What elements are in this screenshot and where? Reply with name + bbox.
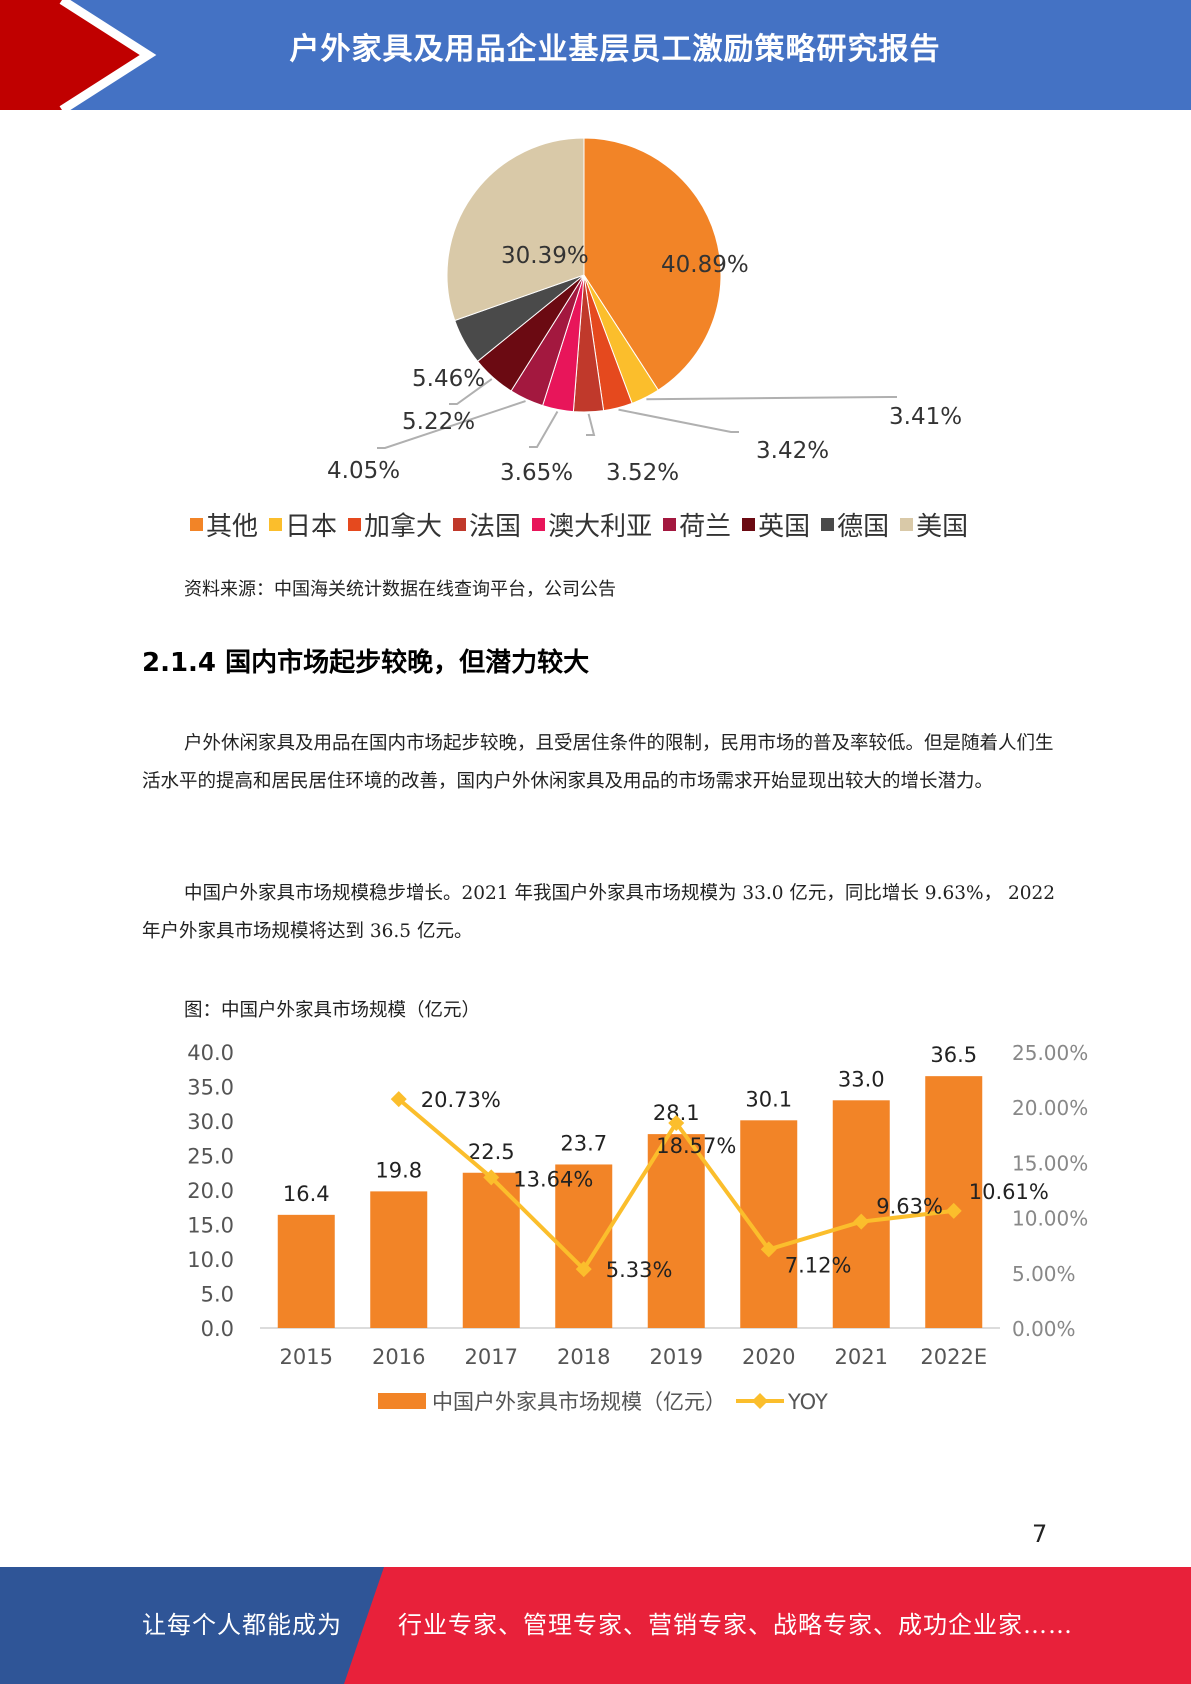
pie-legend: 其他 日本 加拿大 法国 澳大利亚 荷兰 英国 德国 美国: [190, 506, 1090, 542]
yoy-point-marker: [853, 1213, 870, 1230]
legend-item-japan: 日本: [269, 506, 337, 543]
yoy-data-label: 7.12%: [785, 1253, 852, 1277]
x-axis-tick-label: 2017: [465, 1345, 518, 1369]
yoy-data-label: 13.64%: [513, 1167, 593, 1191]
x-axis-tick-label: 2020: [742, 1345, 795, 1369]
y2-axis-tick-label: 10.00%: [1012, 1207, 1088, 1231]
legend-item-australia: 澳大利亚: [532, 506, 652, 543]
y-axis-tick-label: 0.0: [201, 1317, 234, 1341]
paragraph-2: 中国户外家具市场规模稳步增长。2021 年我国户外家具市场规模为 33.0 亿元…: [142, 883, 1056, 942]
pie-leader-line-3: [586, 413, 596, 436]
legend-item-uk: 英国: [742, 506, 810, 543]
x-axis-tick-label: 2018: [557, 1345, 610, 1369]
x-axis-tick-label: 2022E: [920, 1345, 987, 1369]
figure-caption: 图：中国户外家具市场规模（亿元）: [184, 1000, 481, 1021]
yoy-data-label: 20.73%: [421, 1088, 501, 1112]
x-axis-tick-label: 2016: [372, 1345, 425, 1369]
pie-slice-8: [446, 137, 585, 322]
bar-data-label: 23.7: [560, 1131, 607, 1155]
y2-axis-tick-label: 5.00%: [1012, 1262, 1076, 1286]
x-axis-tick-label: 2019: [650, 1345, 703, 1369]
footer-slogan-left: 让每个人都能成为: [142, 1611, 342, 1639]
bar-data-label: 22.5: [468, 1140, 515, 1164]
pie-label-usa: 30.39%: [501, 243, 589, 269]
footer-background: [0, 1567, 1191, 1684]
yoy-data-label: 5.33%: [606, 1258, 673, 1282]
market-size-bar: [370, 1191, 428, 1328]
y-axis-tick-label: 25.0: [187, 1145, 234, 1169]
legend-item-france: 法国: [453, 506, 521, 543]
yoy-point-marker: [945, 1202, 962, 1219]
y-axis-tick-label: 40.0: [187, 1041, 234, 1065]
pie-label-canada: 3.42%: [756, 438, 830, 464]
legend-item-canada: 加拿大: [348, 506, 442, 543]
pie-leader-line-1: [646, 396, 897, 401]
legend-item-germany: 德国: [821, 506, 889, 543]
pie-leader-line-2: [618, 408, 739, 433]
yoy-point-marker: [760, 1241, 777, 1258]
market-size-bar: [277, 1214, 335, 1328]
pie-leader-line-6: [449, 378, 493, 405]
bar-data-label: 16.4: [283, 1182, 330, 1206]
footer-banner: 让每个人都能成为 行业专家、管理专家、营销专家、战略专家、成功企业家……: [0, 1567, 1191, 1684]
market-size-bar: [647, 1134, 705, 1328]
legend-item-usa: 美国: [900, 506, 968, 543]
legend-swatch-market-size: [378, 1393, 426, 1409]
market-size-chart-svg: 0.0 5.0 10.0 15.0 20.0 25.0 30.0 35.0 40.0 0.00% 5…: [187, 1041, 1088, 1414]
data-source-note: 资料来源：中国海关统计数据在线查询平台，公司公告: [184, 579, 616, 600]
bar-data-label: 30.1: [745, 1087, 792, 1111]
paragraph-1: 户外休闲家具及用品在国内市场起步较晚，且受居住条件的限制，民用市场的普及率较低。…: [142, 733, 1054, 792]
y-axis-tick-label: 10.0: [187, 1248, 234, 1272]
pie-label-france: 3.52%: [606, 460, 680, 486]
market-size-chart: 0.0 5.0 10.0 15.0 20.0 25.0 30.0 35.0 40.0 0.00% 5…: [180, 1030, 1100, 1430]
y2-axis-tick-label: 15.00%: [1012, 1151, 1088, 1175]
page-number: 7: [1032, 1520, 1048, 1548]
y2-axis-tick-label: 25.00%: [1012, 1041, 1088, 1065]
pie-label-netherlands: 4.05%: [327, 458, 401, 484]
legend-label-yoy: YOY: [787, 1390, 828, 1414]
market-size-bar: [925, 1076, 983, 1328]
y2-axis-tick-label: 20.00%: [1012, 1096, 1088, 1120]
yoy-point-marker: [575, 1261, 592, 1278]
y-axis-tick-label: 5.0: [201, 1283, 234, 1307]
yoy-data-label: 9.63%: [876, 1195, 943, 1219]
yoy-point-marker: [483, 1169, 500, 1186]
combo-chart-legend: 中国户外家具市场规模（亿元） YOY: [378, 1390, 828, 1414]
bar-data-label: 33.0: [838, 1067, 885, 1091]
pie-label-australia: 3.65%: [500, 460, 574, 486]
y-axis-tick-label: 20.0: [187, 1179, 234, 1203]
legend-item-netherlands: 荷兰: [663, 506, 731, 543]
bar-data-label: 19.8: [375, 1158, 422, 1182]
yoy-data-label: 18.57%: [656, 1134, 736, 1158]
footer-slogan-right: 行业专家、管理专家、营销专家、战略专家、成功企业家……: [398, 1611, 1073, 1639]
report-header: 户外家具及用品企业基层员工激励策略研究报告: [0, 0, 1191, 110]
header-chevron-decoration: [0, 0, 157, 110]
y-axis-tick-label: 30.0: [187, 1110, 234, 1134]
pie-slice-0: [583, 137, 722, 391]
pie-label-uk: 5.22%: [402, 409, 476, 435]
pie-chart-svg: [377, 137, 897, 449]
report-title: 户外家具及用品企业基层员工激励策略研究报告: [289, 32, 941, 67]
pie-label-germany: 5.46%: [412, 366, 486, 392]
pie-label-other: 40.89%: [661, 252, 749, 278]
yoy-point-marker: [390, 1091, 407, 1108]
bar-data-label: 36.5: [930, 1043, 977, 1067]
pie-leader-line-4: [529, 410, 559, 448]
pie-leader-line-5: [377, 400, 526, 449]
x-axis-tick-label: 2021: [835, 1345, 888, 1369]
market-size-bar: [555, 1164, 613, 1328]
legend-label-market-size: 中国户外家具市场规模（亿元）: [432, 1390, 726, 1414]
x-axis-tick-label: 2015: [280, 1345, 333, 1369]
yoy-point-marker: [668, 1114, 685, 1131]
section-heading: 2.1.4 国内市场起步较晚，但潜力较大: [142, 648, 590, 678]
pie-label-japan: 3.41%: [889, 404, 963, 430]
legend-swatch-yoy-marker: [752, 1393, 768, 1409]
y2-axis-tick-label: 0.00%: [1012, 1317, 1076, 1341]
yoy-data-label: 10.61%: [969, 1180, 1049, 1204]
pie-chart: [300, 135, 1100, 555]
y-axis-tick-label: 15.0: [187, 1214, 234, 1238]
y-axis-tick-label: 35.0: [187, 1076, 234, 1100]
legend-item-other: 其他: [190, 506, 258, 543]
